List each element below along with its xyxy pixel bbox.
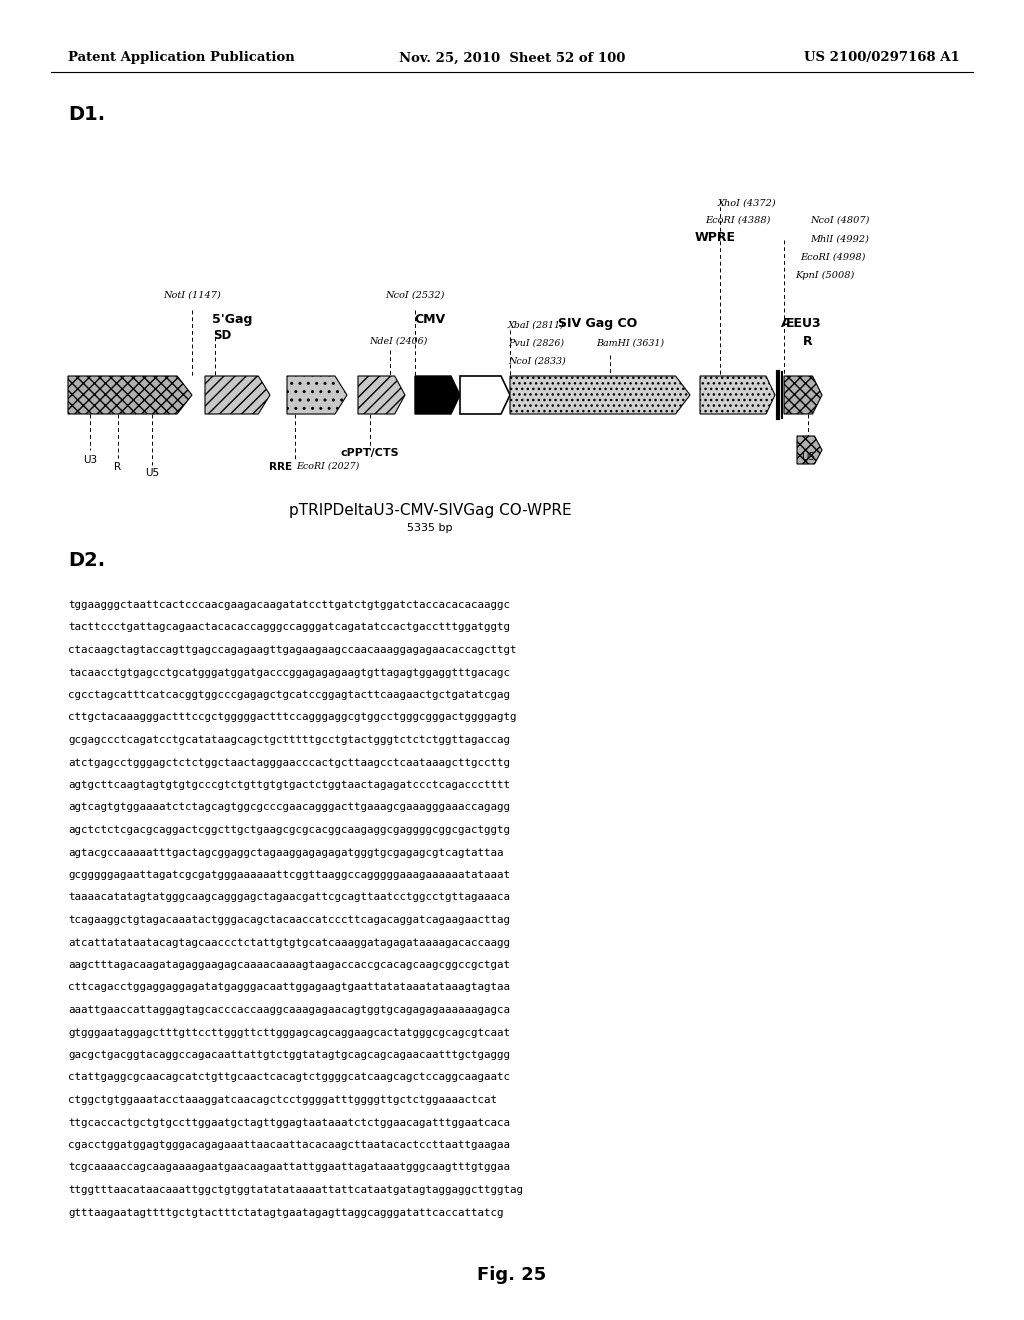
Text: cgcctagcatttcatcacggtggcccgagagctgcatccggagtacttcaagaactgctgatatcgag: cgcctagcatttcatcacggtggcccgagagctgcatccg… [68, 690, 510, 700]
Text: NcoI (2833): NcoI (2833) [508, 356, 565, 366]
Text: NcoI (4807): NcoI (4807) [810, 216, 869, 224]
Text: tcgcaaaaccagcaagaaaagaatgaacaagaattattggaattagataaatgggcaagtttgtggaa: tcgcaaaaccagcaagaaaagaatgaacaagaattattgg… [68, 1163, 510, 1172]
Text: atctgagcctgggagctctctggctaactagggaacccactgcttaagcctcaataaagcttgccttg: atctgagcctgggagctctctggctaactagggaacccac… [68, 758, 510, 767]
Polygon shape [68, 376, 193, 414]
Text: agctctctcgacgcaggactcggcttgctgaagcgcgcacggcaagaggcgaggggcggcgactggtg: agctctctcgacgcaggactcggcttgctgaagcgcgcac… [68, 825, 510, 836]
Text: MhlI (4992): MhlI (4992) [810, 235, 869, 244]
Text: pTRIPDeltaU3-CMV-SIVGag CO-WPRE: pTRIPDeltaU3-CMV-SIVGag CO-WPRE [289, 503, 571, 517]
Polygon shape [784, 376, 822, 414]
Text: agtacgccaaaaatttgactagcggaggctagaaggagagagatgggtgcgagagcgtcagtattaa: agtacgccaaaaatttgactagcggaggctagaaggagag… [68, 847, 504, 858]
Text: D2.: D2. [68, 550, 105, 569]
Polygon shape [797, 436, 822, 465]
Text: ctattgaggcgcaacagcatctgttgcaactcacagtctggggcatcaagcagctccaggcaagaatc: ctattgaggcgcaacagcatctgttgcaactcacagtctg… [68, 1072, 510, 1082]
Polygon shape [415, 376, 460, 414]
Text: RRE: RRE [269, 462, 292, 473]
Text: agtgcttcaagtagtgtgtgcccgtctgttgtgtgactctggtaactagagatccctcagaccctttt: agtgcttcaagtagtgtgtgcccgtctgttgtgtgactct… [68, 780, 510, 789]
Text: US 2100/0297168 A1: US 2100/0297168 A1 [804, 51, 961, 65]
Text: Nov. 25, 2010  Sheet 52 of 100: Nov. 25, 2010 Sheet 52 of 100 [398, 51, 626, 65]
Text: gcgggggagaattagatcgcgatgggaaaaaattcggttaaggccagggggaaagaaaaaatataaat: gcgggggagaattagatcgcgatgggaaaaaattcggtta… [68, 870, 510, 880]
Text: WPRE: WPRE [695, 231, 736, 244]
Text: EcoRI (4388): EcoRI (4388) [705, 216, 770, 224]
Text: atcattatataatacagtagcaaccctctattgtgtgcatcaaaggatagagataaaagacaccaagg: atcattatataatacagtagcaaccctctattgtgtgcat… [68, 937, 510, 948]
Text: cttcagacctggaggaggagatatgagggacaattggagaagtgaattatataaatataaagtagtaa: cttcagacctggaggaggagatatgagggacaattggaga… [68, 982, 510, 993]
Text: R: R [803, 335, 813, 348]
Text: ctacaagctagtaccagttgagccagagaagttgagaagaagccaacaaaggagagaacaccagcttgt: ctacaagctagtaccagttgagccagagaagttgagaaga… [68, 645, 516, 655]
Text: XhoI (4372): XhoI (4372) [718, 199, 776, 209]
Text: cPPT/CTS: cPPT/CTS [341, 447, 399, 458]
Text: SIV Gag CO: SIV Gag CO [558, 317, 638, 330]
Text: KpnI (5008): KpnI (5008) [795, 271, 854, 280]
Text: tggaagggctaattcactcccaacgaagacaagatatccttgatctgtggatctaccacacacaaggc: tggaagggctaattcactcccaacgaagacaagatatcct… [68, 601, 510, 610]
Text: 5335 bp: 5335 bp [408, 523, 453, 533]
Text: tacttccctgattagcagaactacacaccagggccagggatcagatatccactgacctttggatggtg: tacttccctgattagcagaactacacaccagggccaggga… [68, 623, 510, 632]
Polygon shape [205, 376, 270, 414]
Text: aagctttagacaagatagaggaagagcaaaacaaaagtaagaccaccgcacagcaagcggccgctgat: aagctttagacaagatagaggaagagcaaaacaaaagtaa… [68, 960, 510, 970]
Polygon shape [460, 376, 510, 414]
Polygon shape [510, 376, 690, 414]
Text: aaattgaaccattaggagtagcacccaccaaggcaaagagaacagtggtgcagagagaaaaaagagca: aaattgaaccattaggagtagcacccaccaaggcaaagag… [68, 1005, 510, 1015]
Text: EcoRI (2027): EcoRI (2027) [296, 462, 359, 471]
Text: U5: U5 [145, 469, 159, 478]
Text: U5: U5 [801, 451, 815, 462]
Text: Patent Application Publication: Patent Application Publication [68, 51, 295, 65]
Text: XbaI (2811): XbaI (2811) [508, 321, 565, 330]
Text: CMV: CMV [415, 313, 445, 326]
Text: ÆEU3: ÆEU3 [779, 317, 820, 330]
Text: 5'Gag: 5'Gag [212, 313, 252, 326]
Text: gacgctgacggtacaggccagacaattattgtctggtatagtgcagcagcagaacaatttgctgaggg: gacgctgacggtacaggccagacaattattgtctggtata… [68, 1049, 510, 1060]
Text: Fig. 25: Fig. 25 [477, 1266, 547, 1284]
Text: ttgcaccactgctgtgccttggaatgctagttggagtaataaatctctggaacagatttggaatcaca: ttgcaccactgctgtgccttggaatgctagttggagtaat… [68, 1118, 510, 1127]
Text: EcoRI (4998): EcoRI (4998) [800, 253, 865, 261]
Text: NotI (1147): NotI (1147) [163, 290, 221, 300]
Text: gcgagccctcagatcctgcatataagcagctgctttttgcctgtactgggtctctctggttagaccag: gcgagccctcagatcctgcatataagcagctgctttttgc… [68, 735, 510, 744]
Text: SD: SD [213, 329, 231, 342]
Text: cgacctggatggagtgggacagagaaattaacaattacacaagcttaatacactccttaattgaagaa: cgacctggatggagtgggacagagaaattaacaattacac… [68, 1140, 510, 1150]
Text: R: R [115, 462, 122, 473]
Text: NdeI (2406): NdeI (2406) [369, 337, 427, 346]
Text: ttggtttaacataacaaattggctgtggtatatataaaattattcataatgatagtaggaggcttggtag: ttggtttaacataacaaattggctgtggtatatataaaat… [68, 1185, 523, 1195]
Polygon shape [700, 376, 775, 414]
Polygon shape [358, 376, 406, 414]
Text: cttgctacaaagggactttccgctgggggactttccagggaggcgtggcctgggcgggactggggagtg: cttgctacaaagggactttccgctgggggactttccaggg… [68, 713, 516, 722]
Text: U3: U3 [83, 455, 97, 465]
Text: taaaacatatagtatgggcaagcagggagctagaacgattcgcagttaatcctggcctgttagaaaca: taaaacatatagtatgggcaagcagggagctagaacgatt… [68, 892, 510, 903]
Polygon shape [287, 376, 347, 414]
Text: agtcagtgtggaaaatctctagcagtggcgcccgaacagggacttgaaagcgaaagggaaaccagagg: agtcagtgtggaaaatctctagcagtggcgcccgaacagg… [68, 803, 510, 813]
Text: gtgggaataggagctttgttccttgggttcttgggagcagcaggaagcactatgggcgcagcgtcaat: gtgggaataggagctttgttccttgggttcttgggagcag… [68, 1027, 510, 1038]
Text: PvuI (2826): PvuI (2826) [508, 339, 564, 348]
Text: NcoI (2532): NcoI (2532) [385, 290, 444, 300]
Text: BamHI (3631): BamHI (3631) [596, 339, 665, 348]
Text: tacaacctgtgagcctgcatgggatggatgacccggagagagaagtgttagagtggaggtttgacagc: tacaacctgtgagcctgcatgggatggatgacccggagag… [68, 668, 510, 677]
Text: gtttaagaatagttttgctgtactttctatagtgaatagagttaggcagggatattcaccattatcg: gtttaagaatagttttgctgtactttctatagtgaataga… [68, 1208, 504, 1217]
Text: ctggctgtggaaatacctaaaggatcaacagctcctggggatttggggttgctctggaaaactcat: ctggctgtggaaatacctaaaggatcaacagctcctgggg… [68, 1096, 497, 1105]
Text: tcagaaggctgtagacaaatactgggacagctacaaccatcccttcagacaggatcagaagaacttag: tcagaaggctgtagacaaatactgggacagctacaaccat… [68, 915, 510, 925]
Text: D1.: D1. [68, 106, 105, 124]
